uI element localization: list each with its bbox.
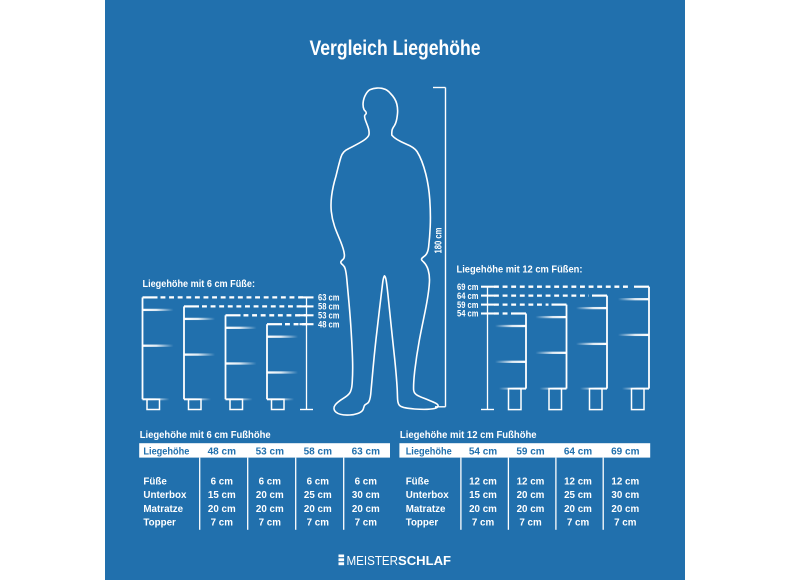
svg-text:58 cm: 58 cm <box>318 302 340 312</box>
svg-text:7 cm: 7 cm <box>307 518 330 529</box>
svg-text:48 cm: 48 cm <box>318 319 340 329</box>
svg-text:7 cm: 7 cm <box>259 518 282 529</box>
svg-text:25 cm: 25 cm <box>304 490 332 501</box>
svg-text:7 cm: 7 cm <box>355 518 378 529</box>
svg-text:15 cm: 15 cm <box>469 490 497 501</box>
svg-text:6 cm: 6 cm <box>259 476 282 487</box>
svg-text:Matratze: Matratze <box>143 504 183 515</box>
svg-text:Unterbox: Unterbox <box>143 490 187 501</box>
svg-text:Topper: Topper <box>143 518 176 529</box>
svg-text:Liegehöhe: Liegehöhe <box>143 446 189 457</box>
svg-text:12 cm: 12 cm <box>469 476 497 487</box>
svg-text:6 cm: 6 cm <box>211 476 234 487</box>
svg-text:53 cm: 53 cm <box>256 446 284 457</box>
svg-text:58 cm: 58 cm <box>304 446 332 457</box>
svg-text:7 cm: 7 cm <box>211 518 234 529</box>
svg-text:15 cm: 15 cm <box>208 490 236 501</box>
svg-text:Matratze: Matratze <box>406 504 446 515</box>
svg-text:7 cm: 7 cm <box>614 518 637 529</box>
svg-text:69 cm: 69 cm <box>457 282 479 292</box>
svg-text:20 cm: 20 cm <box>352 504 380 515</box>
svg-text:7 cm: 7 cm <box>567 518 590 529</box>
svg-text:20 cm: 20 cm <box>469 504 497 515</box>
svg-text:20 cm: 20 cm <box>304 504 332 515</box>
svg-text:64 cm: 64 cm <box>457 291 479 301</box>
svg-text:59 cm: 59 cm <box>516 446 544 457</box>
svg-text:30 cm: 30 cm <box>611 490 639 501</box>
svg-text:MEISTERSCHLAF: MEISTERSCHLAF <box>347 553 452 568</box>
svg-text:20 cm: 20 cm <box>611 504 639 515</box>
svg-text:12 cm: 12 cm <box>564 476 592 487</box>
svg-text:Liegehöhe mit 6 cm Fußhöhe: Liegehöhe mit 6 cm Fußhöhe <box>140 430 271 441</box>
svg-text:54 cm: 54 cm <box>469 446 497 457</box>
svg-text:Vergleich Liegehöhe: Vergleich Liegehöhe <box>310 36 481 60</box>
svg-text:20 cm: 20 cm <box>256 490 284 501</box>
svg-text:59 cm: 59 cm <box>457 300 479 310</box>
svg-text:180 cm: 180 cm <box>433 228 445 254</box>
svg-text:Füße: Füße <box>143 476 167 487</box>
svg-text:Liegehöhe mit 12 cm Füßen:: Liegehöhe mit 12 cm Füßen: <box>457 264 583 276</box>
svg-text:63 cm: 63 cm <box>352 446 380 457</box>
svg-text:20 cm: 20 cm <box>517 490 545 501</box>
svg-text:63 cm: 63 cm <box>318 293 340 303</box>
svg-text:64 cm: 64 cm <box>564 446 592 457</box>
svg-text:Liegehöhe mit 12 cm Fußhöhe: Liegehöhe mit 12 cm Fußhöhe <box>400 430 537 441</box>
svg-text:7 cm: 7 cm <box>472 518 495 529</box>
svg-text:20 cm: 20 cm <box>564 504 592 515</box>
svg-text:Topper: Topper <box>406 518 439 529</box>
svg-text:20 cm: 20 cm <box>256 504 284 515</box>
svg-text:12 cm: 12 cm <box>611 476 639 487</box>
svg-text:12 cm: 12 cm <box>517 476 545 487</box>
svg-text:30 cm: 30 cm <box>352 490 380 501</box>
svg-text:Füße: Füße <box>406 476 430 487</box>
svg-text:20 cm: 20 cm <box>517 504 545 515</box>
svg-text:6 cm: 6 cm <box>307 476 330 487</box>
svg-text:Liegehöhe: Liegehöhe <box>406 446 452 457</box>
svg-text:69 cm: 69 cm <box>611 446 639 457</box>
svg-text:25 cm: 25 cm <box>564 490 592 501</box>
svg-text:54 cm: 54 cm <box>457 309 479 319</box>
svg-text:Liegehöhe mit 6 cm Füße:: Liegehöhe mit 6 cm Füße: <box>143 278 256 290</box>
svg-text:20 cm: 20 cm <box>208 504 236 515</box>
svg-text:48 cm: 48 cm <box>208 446 236 457</box>
svg-text:7 cm: 7 cm <box>519 518 542 529</box>
svg-text:6 cm: 6 cm <box>355 476 378 487</box>
svg-text:53 cm: 53 cm <box>318 311 340 321</box>
svg-text:Unterbox: Unterbox <box>406 490 450 501</box>
